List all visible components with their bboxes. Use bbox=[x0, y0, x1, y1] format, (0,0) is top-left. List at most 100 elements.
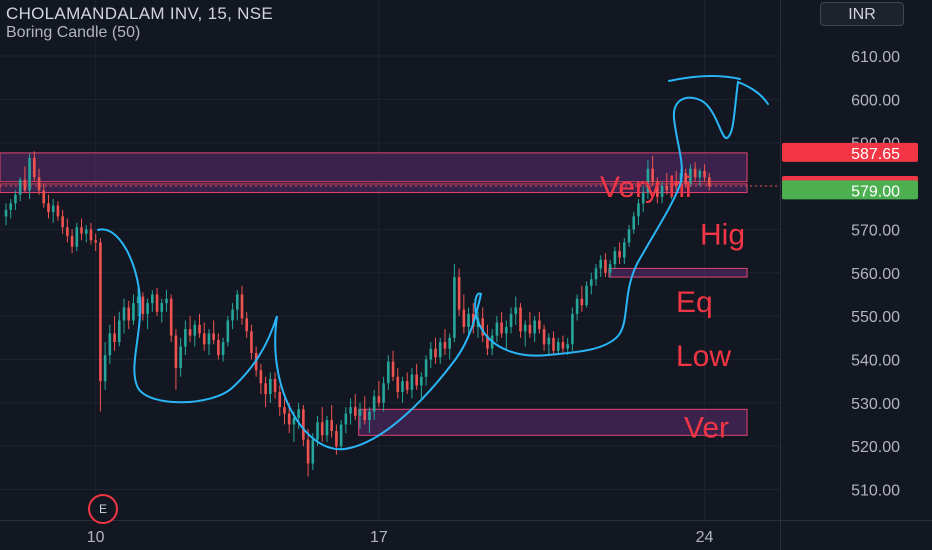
candle-body bbox=[670, 181, 673, 191]
candle bbox=[259, 363, 263, 395]
candle bbox=[226, 316, 230, 347]
candle-body bbox=[264, 383, 267, 395]
candle bbox=[505, 320, 508, 351]
freehand-drawing bbox=[97, 75, 769, 451]
candle-body bbox=[429, 348, 433, 360]
candle-body bbox=[28, 157, 31, 191]
candle bbox=[283, 398, 286, 425]
earnings-badge[interactable]: E bbox=[88, 494, 118, 524]
candle-body bbox=[80, 227, 83, 234]
zone-rect bbox=[0, 152, 748, 183]
y-tick-label: 510.00 bbox=[851, 483, 900, 500]
candle bbox=[184, 320, 187, 356]
candle-body bbox=[641, 192, 645, 204]
candle bbox=[684, 168, 687, 189]
candle-body bbox=[56, 205, 60, 217]
candle bbox=[188, 316, 192, 343]
candle-body bbox=[320, 422, 324, 436]
candle-body bbox=[651, 168, 654, 182]
candle bbox=[528, 311, 532, 338]
candle-body bbox=[51, 205, 55, 213]
candle-body bbox=[420, 376, 423, 386]
candle-body bbox=[585, 285, 588, 306]
candle-body bbox=[179, 346, 182, 369]
candle bbox=[556, 337, 560, 356]
candle-body bbox=[566, 344, 569, 349]
candle-body bbox=[505, 326, 508, 334]
candle-body bbox=[344, 413, 348, 425]
price-label: 579.00 bbox=[851, 183, 900, 200]
candle-body bbox=[283, 407, 286, 414]
candle-body bbox=[245, 318, 249, 332]
symbol-title[interactable]: CHOLAMANDALAM INV, 15, NSE bbox=[6, 4, 273, 23]
freehand-stroke-2 bbox=[668, 75, 741, 82]
candle-body bbox=[608, 264, 612, 273]
candle bbox=[155, 287, 159, 317]
candle bbox=[457, 268, 461, 317]
price-axis-bg bbox=[780, 0, 932, 550]
price-labels: 587.65580.00579.00 bbox=[782, 142, 918, 200]
candle-body bbox=[14, 194, 17, 204]
candle bbox=[641, 186, 645, 213]
currency-button[interactable]: INR bbox=[820, 2, 904, 26]
candle-body bbox=[528, 324, 532, 334]
candle bbox=[401, 376, 404, 403]
candle-body bbox=[160, 303, 164, 312]
candle bbox=[269, 372, 272, 403]
candle-body bbox=[589, 279, 593, 286]
candle bbox=[571, 307, 574, 351]
zone-rect bbox=[358, 408, 748, 436]
candle bbox=[136, 287, 140, 317]
candle-body bbox=[353, 407, 357, 416]
candle-body bbox=[665, 186, 669, 191]
candle bbox=[589, 272, 593, 295]
candle bbox=[169, 294, 173, 343]
candle-body bbox=[462, 309, 466, 327]
candle-body bbox=[217, 339, 220, 356]
candle-body bbox=[117, 320, 121, 343]
candle bbox=[174, 329, 178, 390]
candle bbox=[335, 424, 338, 455]
candle-body bbox=[698, 170, 702, 178]
candle bbox=[278, 385, 282, 416]
candle-body bbox=[198, 324, 201, 334]
candle-body bbox=[580, 298, 584, 306]
candle-body bbox=[434, 348, 437, 358]
candle bbox=[42, 183, 46, 208]
candle bbox=[594, 264, 598, 286]
candle bbox=[613, 246, 617, 269]
candle-body bbox=[424, 359, 428, 377]
candle-body bbox=[212, 333, 215, 340]
candle-body bbox=[358, 409, 362, 416]
candles bbox=[4, 151, 711, 477]
candle bbox=[481, 307, 485, 343]
candle bbox=[141, 292, 145, 321]
candle-body bbox=[453, 277, 456, 338]
candle bbox=[113, 316, 116, 351]
y-tick-label: 560.00 bbox=[851, 266, 900, 283]
y-tick-label: 600.00 bbox=[851, 92, 900, 109]
price-axis[interactable]: 510.00 520.00 530.00 540.00 550.00 560.00 570.… bbox=[780, 0, 932, 550]
candle-body bbox=[604, 259, 607, 273]
candle-body bbox=[495, 322, 499, 336]
candle bbox=[637, 199, 640, 226]
candle bbox=[448, 333, 451, 360]
grid bbox=[0, 0, 780, 520]
candle bbox=[547, 333, 551, 356]
candle bbox=[410, 368, 414, 399]
candle-body bbox=[4, 209, 8, 217]
candle-body bbox=[287, 413, 291, 425]
candle-body bbox=[66, 227, 69, 236]
candle bbox=[103, 342, 107, 390]
candle-body bbox=[415, 374, 418, 386]
x-tick-label: 10 bbox=[87, 529, 105, 546]
candle bbox=[75, 222, 79, 252]
candle-body bbox=[538, 320, 541, 330]
zone-rect bbox=[0, 183, 748, 194]
time-axis[interactable]: 10 17 24 bbox=[0, 520, 932, 547]
candle-body bbox=[561, 342, 565, 349]
candle bbox=[61, 209, 64, 234]
indicator-label[interactable]: Boring Candle (50) bbox=[6, 24, 141, 41]
candle-body bbox=[552, 337, 555, 351]
